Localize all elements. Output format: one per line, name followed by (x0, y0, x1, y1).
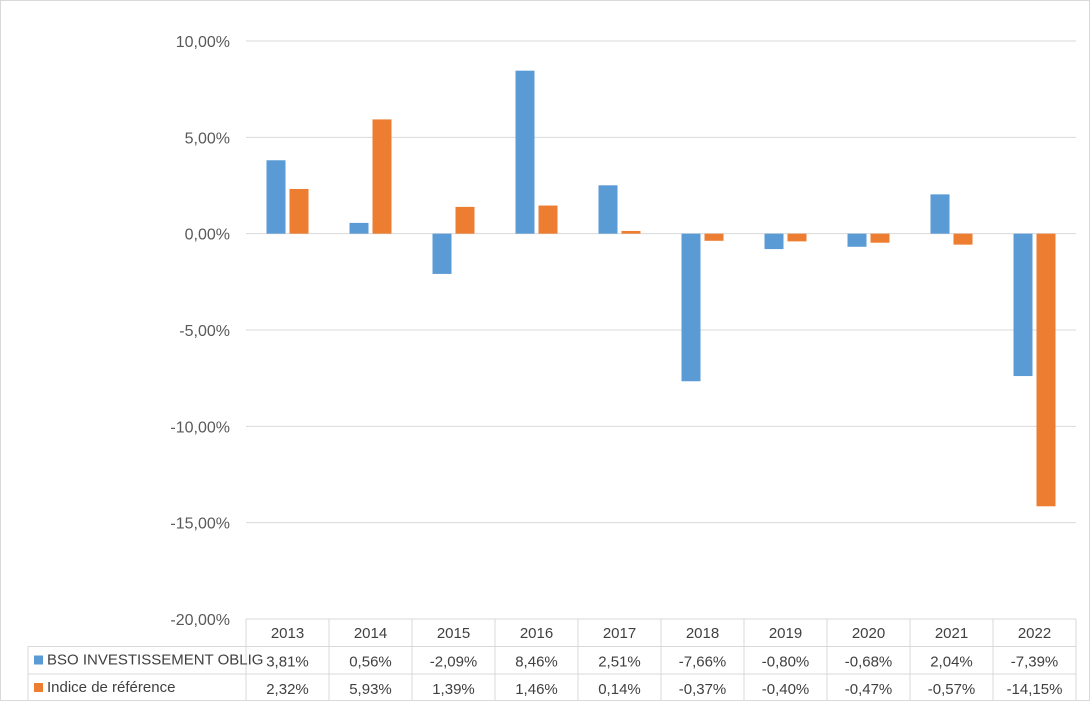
y-tick-label: -10,00% (170, 419, 230, 436)
bar-fund-2017 (598, 185, 618, 234)
x-tick-label: 2019 (769, 625, 802, 642)
data-label: 8,46% (515, 654, 558, 671)
legend-label: Indice de référence (47, 679, 175, 696)
data-label: -14,15% (1007, 681, 1063, 698)
data-label: -0,57% (928, 681, 976, 698)
y-tick-label: 10,00% (176, 34, 230, 51)
data-label: -7,39% (1011, 654, 1059, 671)
x-tick-label: 2013 (271, 625, 304, 642)
data-label: 1,46% (515, 681, 558, 698)
bar-index-2020 (870, 233, 890, 243)
x-tick-label: 2017 (603, 625, 636, 642)
data-label: 5,93% (349, 681, 392, 698)
x-tick-label: 2014 (354, 625, 387, 642)
data-label: 2,51% (598, 654, 641, 671)
data-label: -0,47% (845, 681, 893, 698)
x-tick-label: 2015 (437, 625, 470, 642)
data-label: 2,32% (266, 681, 309, 698)
bar-index-2022 (1036, 233, 1056, 507)
y-tick-label: -5,00% (179, 323, 230, 340)
bar-fund-2018 (681, 233, 701, 382)
legend-key-index (34, 683, 43, 692)
data-label: -0,37% (679, 681, 727, 698)
data-label: 0,14% (598, 681, 641, 698)
bar-index-2013 (289, 188, 309, 234)
bar-index-2018 (704, 233, 724, 241)
bar-index-2019 (787, 233, 807, 242)
y-tick-label: 5,00% (185, 130, 230, 147)
x-tick-label: 2021 (935, 625, 968, 642)
bar-fund-2019 (764, 233, 784, 250)
data-label: -2,09% (430, 654, 478, 671)
x-tick-label: 2018 (686, 625, 719, 642)
y-tick-label: 0,00% (185, 227, 230, 244)
x-tick-label: 2022 (1018, 625, 1051, 642)
data-label: -0,80% (762, 654, 810, 671)
legend-label: BSO INVESTISSEMENT OBLIG (47, 652, 263, 669)
bar-fund-2016 (515, 70, 535, 234)
y-tick-label: -20,00% (170, 612, 230, 629)
bar-fund-2014 (349, 222, 369, 234)
data-label: 2,04% (930, 654, 973, 671)
x-tick-label: 2020 (852, 625, 885, 642)
data-label: 0,56% (349, 654, 392, 671)
y-tick-label: -15,00% (170, 516, 230, 533)
data-label: -0,68% (845, 654, 893, 671)
bar-fund-2020 (847, 233, 867, 247)
bar-index-2015 (455, 206, 475, 234)
data-label: 1,39% (432, 681, 475, 698)
bar-fund-2022 (1013, 233, 1033, 377)
bar-index-2016 (538, 205, 558, 234)
data-label: 3,81% (266, 654, 309, 671)
data-label: -0,40% (762, 681, 810, 698)
bar-index-2021 (953, 233, 973, 245)
data-label: -7,66% (679, 654, 727, 671)
legend-key-fund (34, 655, 43, 665)
x-tick-label: 2016 (520, 625, 553, 642)
bar-fund-2013 (266, 160, 286, 234)
bar-fund-2015 (432, 233, 452, 274)
bar-fund-2021 (930, 194, 950, 234)
bar-index-2017 (621, 230, 641, 234)
bar-index-2014 (372, 119, 392, 234)
